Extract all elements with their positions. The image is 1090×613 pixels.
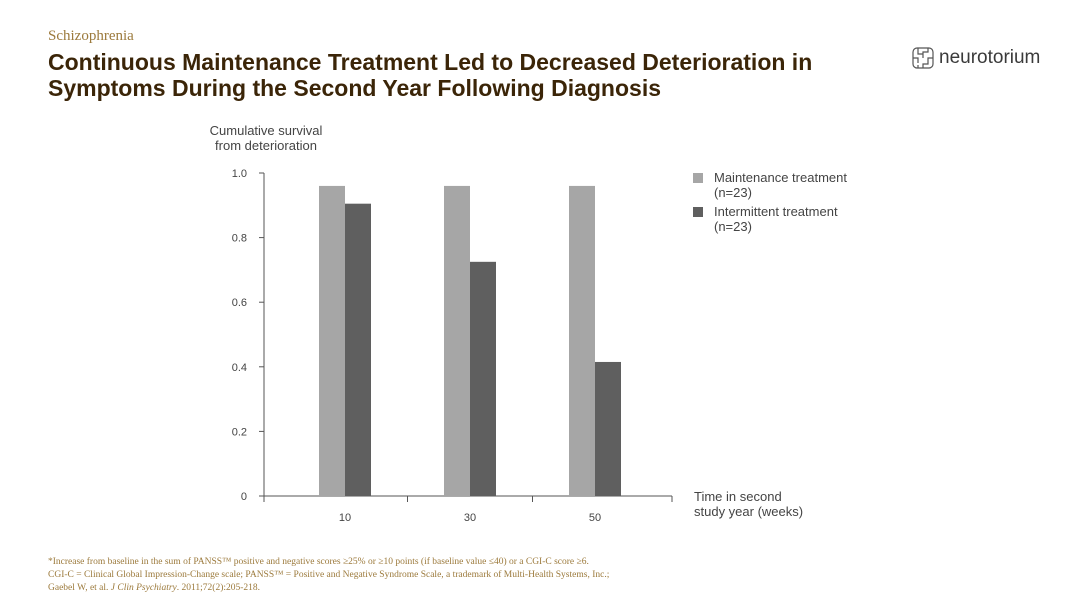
footnote-abbreviations: CGI-C = Clinical Global Impression-Chang… — [48, 570, 610, 580]
x-tick-label: 30 — [464, 512, 476, 524]
brain-maze-icon — [912, 47, 934, 69]
logo-text: neurotorium — [939, 47, 1041, 68]
chart-bars — [319, 185, 621, 497]
y-axis-label-line2: from deterioration — [215, 138, 317, 153]
reference-authors: Gaebel W, et al. — [48, 583, 111, 593]
bar-intermittent-30 — [470, 261, 496, 496]
footnote-definition: *Increase from baseline in the sum of PA… — [48, 557, 589, 567]
y-tick-label: 0.6 — [232, 297, 247, 309]
legend-n-maintenance: (n=23) — [714, 185, 752, 200]
y-tick-label: 0 — [241, 491, 247, 503]
legend-swatch-maintenance — [693, 173, 703, 183]
footnotes: *Increase from baseline in the sum of PA… — [48, 556, 609, 595]
y-tick-label: 1.0 — [232, 168, 247, 180]
page-title: Continuous Maintenance Treatment Led to … — [48, 49, 813, 101]
legend-item-intermittent: Intermittent treatment (n=23) — [693, 204, 847, 234]
legend-item-maintenance: Maintenance treatment (n=23) — [693, 170, 847, 200]
y-tick-label: 0.2 — [232, 426, 247, 438]
legend-label-maintenance: Maintenance treatment — [714, 170, 847, 185]
category-label: Schizophrenia — [48, 28, 134, 44]
reference-journal: J Clin Psychiatry — [110, 583, 177, 593]
legend-label-intermittent: Intermittent treatment — [714, 204, 838, 219]
y-tick-label: 0.4 — [232, 362, 247, 374]
bar-intermittent-10 — [345, 203, 371, 496]
footnote-reference: Gaebel W, et al. J Clin Psychiatry. 2011… — [48, 582, 609, 595]
legend-n-intermittent: (n=23) — [714, 219, 752, 234]
x-axis-label: Time in second study year (weeks) — [694, 489, 824, 519]
x-axis-label-line1: Time in second — [694, 489, 782, 504]
bar-maintenance-10 — [319, 185, 345, 497]
bar-maintenance-30 — [444, 185, 470, 497]
y-tick-label: 0.8 — [232, 233, 247, 245]
x-axis-label-line2: study year (weeks) — [694, 504, 804, 519]
x-tick-label: 50 — [589, 512, 601, 524]
legend-swatch-intermittent — [693, 207, 703, 217]
logo[interactable]: neurotorium — [912, 46, 1040, 70]
legend: Maintenance treatment (n=23) Intermitten… — [693, 170, 847, 238]
bar-intermittent-50 — [595, 361, 621, 496]
bar-maintenance-50 — [569, 185, 595, 497]
reference-details: . 2011;72(2):205-218. — [176, 583, 261, 593]
x-tick-label: 10 — [339, 512, 351, 524]
y-axis-label-line1: Cumulative survival — [209, 123, 323, 138]
y-axis-label: Cumulative survival from deterioration — [196, 123, 336, 153]
